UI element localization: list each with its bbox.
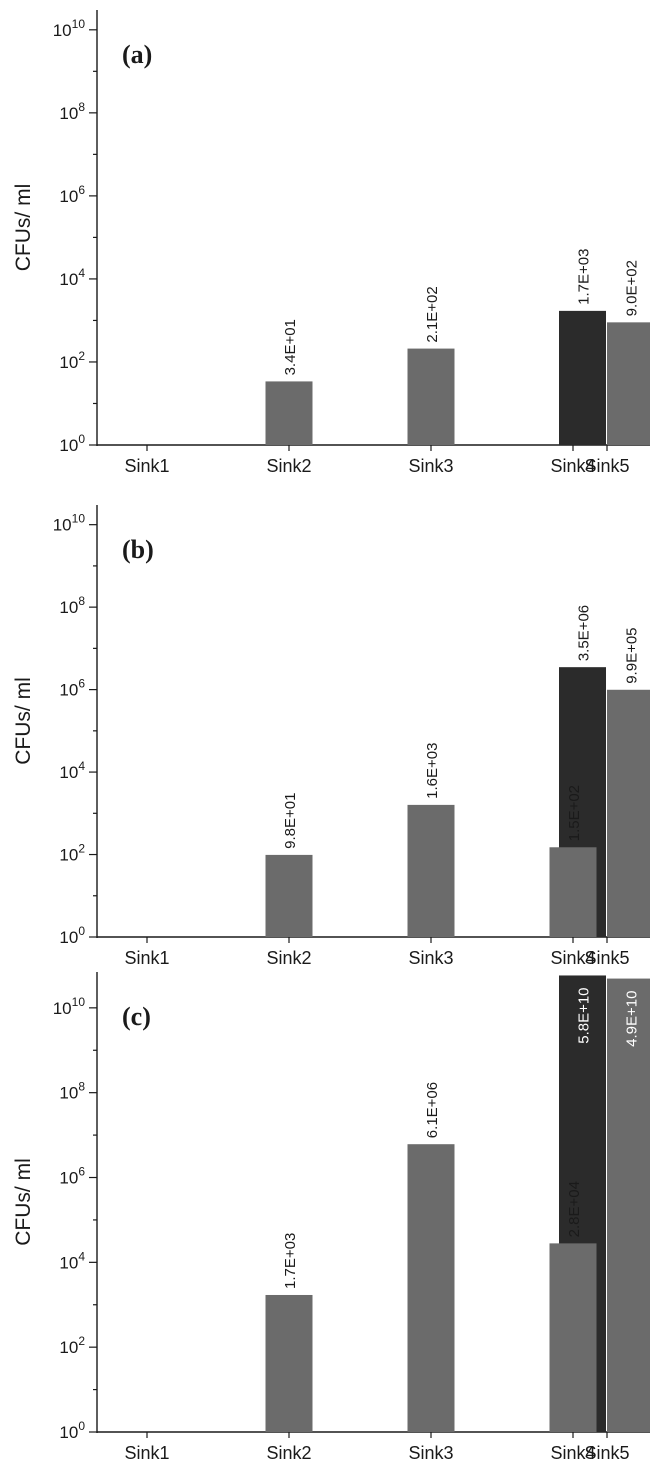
x-tick-label: Sink1 — [124, 1443, 169, 1463]
chart-panel-c: 100 102 104 106 108 1010 CFUs/ ml (c) Sink1 Sink2… — [12, 972, 650, 1463]
bar-sink2 — [265, 854, 313, 937]
y-axis-label: CFUs/ ml — [12, 1158, 35, 1246]
y-tick-label: 104 — [59, 266, 85, 289]
bar-value-label: 5.8E+10 — [576, 987, 593, 1043]
bar-value-label: 1.6E+03 — [424, 743, 441, 799]
bar-value-label: 9.8E+01 — [282, 793, 299, 849]
x-tick-label: Sink4 — [550, 456, 595, 476]
y-tick-label: 104 — [59, 759, 85, 782]
bar-sink5-grey — [607, 978, 650, 1432]
bar-value-label: 9.0E+02 — [624, 260, 641, 316]
bar-sink3 — [407, 1144, 455, 1432]
bar-value-label: 1.5E+02 — [566, 785, 583, 841]
bar-sink4 — [549, 1243, 597, 1432]
bar-value-label: 2.1E+02 — [424, 286, 441, 342]
bar-sink2 — [265, 381, 313, 445]
bar-sink4 — [549, 847, 597, 937]
bar-sink3 — [407, 348, 455, 445]
y-tick-label: 106 — [59, 1165, 85, 1188]
y-tick-label: 102 — [59, 842, 85, 865]
y-tick-label: 1010 — [53, 512, 86, 535]
x-tick-label: Sink2 — [266, 456, 311, 476]
bar-value-label: 2.8E+04 — [566, 1181, 583, 1237]
chart-panel-a: 100 102 104 106 108 1010 CFUs/ ml (a) Sink1 Sink2… — [12, 10, 650, 476]
y-tick-label: 108 — [59, 100, 85, 123]
x-tick-label: Sink3 — [408, 456, 453, 476]
bar-value-label: 3.5E+06 — [576, 605, 593, 661]
bar-value-label: 1.7E+03 — [282, 1233, 299, 1289]
x-tick-label: Sink3 — [408, 1443, 453, 1463]
x-tick-label: Sink2 — [266, 948, 311, 968]
x-tick-label: Sink4 — [550, 1443, 595, 1463]
x-tick-label: Sink5 — [584, 1443, 629, 1463]
bar-sink5-grey — [607, 322, 650, 445]
y-tick-label: 106 — [59, 677, 85, 700]
bar-value-label: 4.9E+10 — [624, 991, 641, 1047]
y-tick-label: 104 — [59, 1249, 85, 1272]
y-tick-label: 1010 — [53, 17, 86, 40]
y-tick-label: 108 — [59, 594, 85, 617]
x-tick-label: Sink4 — [550, 948, 595, 968]
x-tick-label: Sink5 — [584, 948, 629, 968]
chart-panel-b: 100 102 104 106 108 1010 CFUs/ ml (b) Sink1 Sink2… — [12, 505, 650, 968]
y-tick-label: 100 — [59, 924, 85, 947]
y-axis-label: CFUs/ ml — [12, 677, 35, 765]
y-tick-label: 100 — [59, 432, 85, 455]
panel-label: (a) — [122, 40, 152, 69]
x-tick-label: Sink5 — [584, 456, 629, 476]
panel-label: (b) — [122, 535, 154, 564]
bar-sink3 — [407, 804, 455, 937]
y-tick-label: 102 — [59, 349, 85, 372]
y-tick-label: 102 — [59, 1334, 85, 1357]
y-tick-label: 106 — [59, 183, 85, 206]
bar-value-label: 3.4E+01 — [282, 319, 299, 375]
panel-label: (c) — [122, 1002, 151, 1031]
y-tick-label: 108 — [59, 1080, 85, 1103]
y-tick-label: 1010 — [53, 995, 86, 1018]
bar-value-label: 9.9E+05 — [624, 627, 641, 683]
x-tick-label: Sink1 — [124, 456, 169, 476]
bar-value-label: 1.7E+03 — [576, 249, 593, 305]
x-tick-label: Sink2 — [266, 1443, 311, 1463]
bar-sink5-dark — [559, 310, 606, 445]
x-tick-label: Sink3 — [408, 948, 453, 968]
y-tick-label: 100 — [59, 1419, 85, 1442]
x-tick-label: Sink1 — [124, 948, 169, 968]
y-axis-label: CFUs/ ml — [12, 184, 35, 272]
bar-value-label: 6.1E+06 — [424, 1082, 441, 1138]
bar-sink5-grey — [607, 689, 650, 937]
bar-sink2 — [265, 1294, 313, 1432]
